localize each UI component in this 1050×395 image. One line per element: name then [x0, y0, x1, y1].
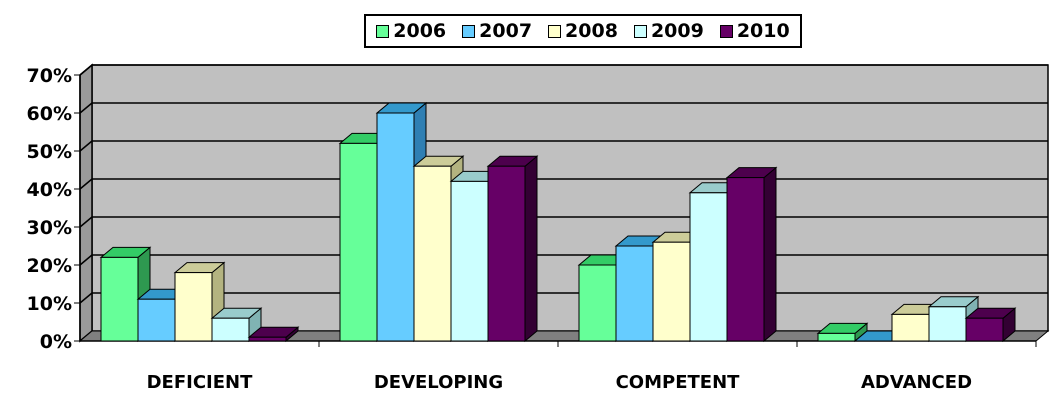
legend-label: 2010 — [736, 20, 790, 42]
bar — [487, 165, 526, 342]
bar-side — [524, 155, 538, 343]
gridline-side — [79, 292, 93, 304]
y-tick-label: 50% — [27, 141, 72, 163]
x-tick-label: DEVELOPING — [374, 372, 503, 393]
x-tick-label: ADVANCED — [861, 372, 972, 393]
bar — [376, 112, 415, 342]
legend-item: 2008 — [548, 20, 618, 42]
bar-side — [763, 166, 777, 343]
legend-swatch — [462, 24, 476, 38]
bar — [615, 245, 654, 342]
x-tick-label: DEFICIENT — [147, 372, 253, 393]
legend-label: 2007 — [479, 20, 533, 42]
bar — [891, 313, 930, 342]
bar — [965, 317, 1004, 342]
plot-side-wall — [79, 63, 93, 343]
gridline-side — [79, 216, 93, 228]
y-tick-label: 30% — [27, 217, 72, 239]
legend-label: 2009 — [650, 20, 704, 42]
bar — [339, 142, 378, 342]
legend-swatch — [633, 24, 647, 38]
legend-item: 2006 — [376, 20, 446, 42]
legend-item: 2009 — [633, 20, 704, 42]
gridline-side — [79, 102, 93, 114]
bar — [817, 332, 856, 342]
y-tick-label: 10% — [27, 293, 72, 315]
bar — [413, 165, 452, 342]
legend-swatch — [548, 24, 562, 38]
bar — [689, 192, 728, 342]
gridline-side — [79, 254, 93, 266]
bar — [174, 272, 213, 342]
plot-back-wall — [91, 64, 1049, 332]
gridline-side — [79, 140, 93, 152]
legend-label: 2006 — [393, 20, 447, 42]
bar — [137, 298, 176, 342]
bar — [211, 317, 250, 342]
legend-swatch — [719, 24, 733, 38]
bar — [652, 241, 691, 342]
chart-legend: 2006 2007 2008 2009 2010 — [364, 14, 802, 48]
legend-item: 2007 — [462, 20, 532, 42]
bar — [928, 306, 967, 342]
legend-swatch — [376, 24, 390, 38]
y-tick-label: 60% — [27, 103, 72, 125]
y-tick-label: 70% — [27, 65, 72, 87]
gridline-side — [79, 178, 93, 190]
bar — [100, 256, 139, 342]
x-tick-label: COMPETENT — [616, 372, 741, 393]
y-tick-label: 40% — [27, 179, 72, 201]
y-tick-label: 20% — [27, 255, 72, 277]
legend-label: 2008 — [565, 20, 618, 42]
bar — [248, 336, 287, 342]
y-tick-label: 0% — [40, 331, 72, 353]
bar — [578, 264, 617, 342]
bar — [726, 177, 765, 342]
legend-item: 2010 — [719, 20, 790, 42]
gridline-side — [79, 64, 93, 76]
bar — [450, 180, 489, 342]
